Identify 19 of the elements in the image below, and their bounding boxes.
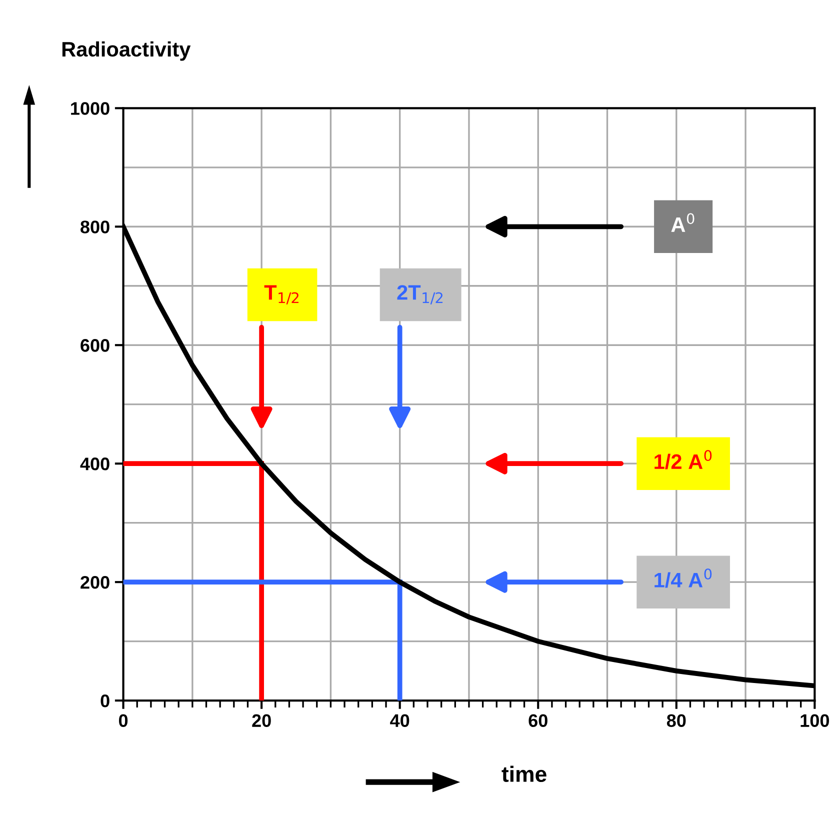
y-tick-label: 600 (80, 339, 110, 352)
x-tick-label: 20 (252, 714, 271, 727)
y-tick-label: 200 (80, 576, 110, 589)
x-tick-label: 60 (528, 714, 548, 727)
x-tick-label: 0 (118, 714, 128, 727)
y-tick-label: 800 (80, 220, 110, 234)
x-tick-label: 80 (666, 714, 686, 727)
annotation: 2T$_{1/2}$ (397, 285, 443, 304)
annotation: T$_{1/2}$ (264, 285, 298, 304)
y-tick-label: 400 (80, 458, 110, 470)
y-tick-label: 0 (100, 694, 110, 708)
x-tick-label: 100 (800, 714, 829, 727)
x-axis-title: time (502, 766, 546, 782)
annotation: 1/2 A$^{0}$ (654, 450, 712, 470)
annotation: A$^{0}$ (671, 213, 694, 232)
x-tick-label: 40 (390, 714, 410, 727)
annotation: 1/4 A$^{0}$ (654, 568, 712, 588)
y-tick-label: 1000 (71, 102, 110, 115)
y-axis-title: Radioactivity (62, 41, 191, 61)
